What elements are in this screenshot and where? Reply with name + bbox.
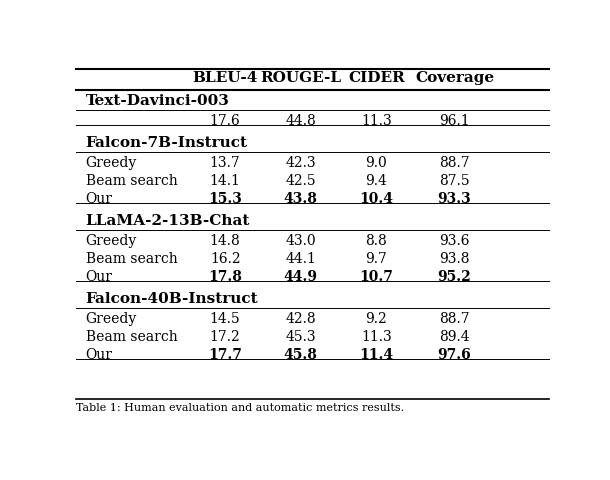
Text: 10.7: 10.7	[359, 270, 393, 284]
Text: 43.0: 43.0	[285, 234, 316, 248]
Text: 45.3: 45.3	[285, 330, 316, 344]
Text: 14.1: 14.1	[210, 174, 240, 188]
Text: 88.7: 88.7	[439, 312, 470, 326]
Text: 93.3: 93.3	[437, 192, 472, 206]
Text: 43.8: 43.8	[284, 192, 318, 206]
Text: Falcon-40B-Instruct: Falcon-40B-Instruct	[85, 292, 258, 306]
Text: 44.1: 44.1	[285, 252, 316, 266]
Text: 9.2: 9.2	[365, 312, 387, 326]
Text: 11.3: 11.3	[361, 114, 392, 128]
Text: 87.5: 87.5	[439, 174, 470, 188]
Text: BLEU-4: BLEU-4	[193, 71, 258, 84]
Text: ROUGE-L: ROUGE-L	[260, 71, 342, 84]
Text: 11.3: 11.3	[361, 330, 392, 344]
Text: Falcon-7B-Instruct: Falcon-7B-Instruct	[85, 136, 248, 150]
Text: 11.4: 11.4	[359, 348, 393, 362]
Text: 14.8: 14.8	[210, 234, 240, 248]
Text: Table 1: Human evaluation and automatic metrics results.: Table 1: Human evaluation and automatic …	[76, 403, 404, 413]
Text: 42.8: 42.8	[285, 312, 316, 326]
Text: 45.8: 45.8	[284, 348, 318, 362]
Text: 42.5: 42.5	[285, 174, 316, 188]
Text: 93.6: 93.6	[439, 234, 470, 248]
Text: 9.4: 9.4	[365, 174, 387, 188]
Text: Greedy: Greedy	[85, 312, 137, 326]
Text: 17.7: 17.7	[208, 348, 242, 362]
Text: 96.1: 96.1	[439, 114, 470, 128]
Text: 14.5: 14.5	[210, 312, 240, 326]
Text: Beam search: Beam search	[85, 330, 178, 344]
Text: 16.2: 16.2	[210, 252, 240, 266]
Text: 13.7: 13.7	[210, 156, 240, 170]
Text: Greedy: Greedy	[85, 234, 137, 248]
Text: 89.4: 89.4	[439, 330, 470, 344]
Text: 8.8: 8.8	[365, 234, 387, 248]
Text: 17.2: 17.2	[210, 330, 240, 344]
Text: Our: Our	[85, 348, 113, 362]
Text: Our: Our	[85, 270, 113, 284]
Text: 44.8: 44.8	[285, 114, 316, 128]
Text: CIDER: CIDER	[348, 71, 405, 84]
Text: 15.3: 15.3	[208, 192, 242, 206]
Text: 97.6: 97.6	[437, 348, 472, 362]
Text: 93.8: 93.8	[439, 252, 470, 266]
Text: 42.3: 42.3	[285, 156, 316, 170]
Text: Beam search: Beam search	[85, 174, 178, 188]
Text: 95.2: 95.2	[437, 270, 472, 284]
Text: 17.8: 17.8	[208, 270, 242, 284]
Text: Our: Our	[85, 192, 113, 206]
Text: 17.6: 17.6	[210, 114, 240, 128]
Text: Text-Davinci-003: Text-Davinci-003	[85, 94, 229, 108]
Text: 10.4: 10.4	[359, 192, 393, 206]
Text: 44.9: 44.9	[284, 270, 318, 284]
Text: LLaMA-2-13B-Chat: LLaMA-2-13B-Chat	[85, 214, 250, 228]
Text: Greedy: Greedy	[85, 156, 137, 170]
Text: Beam search: Beam search	[85, 252, 178, 266]
Text: 88.7: 88.7	[439, 156, 470, 170]
Text: 9.0: 9.0	[365, 156, 387, 170]
Text: Coverage: Coverage	[415, 71, 494, 84]
Text: 9.7: 9.7	[365, 252, 387, 266]
